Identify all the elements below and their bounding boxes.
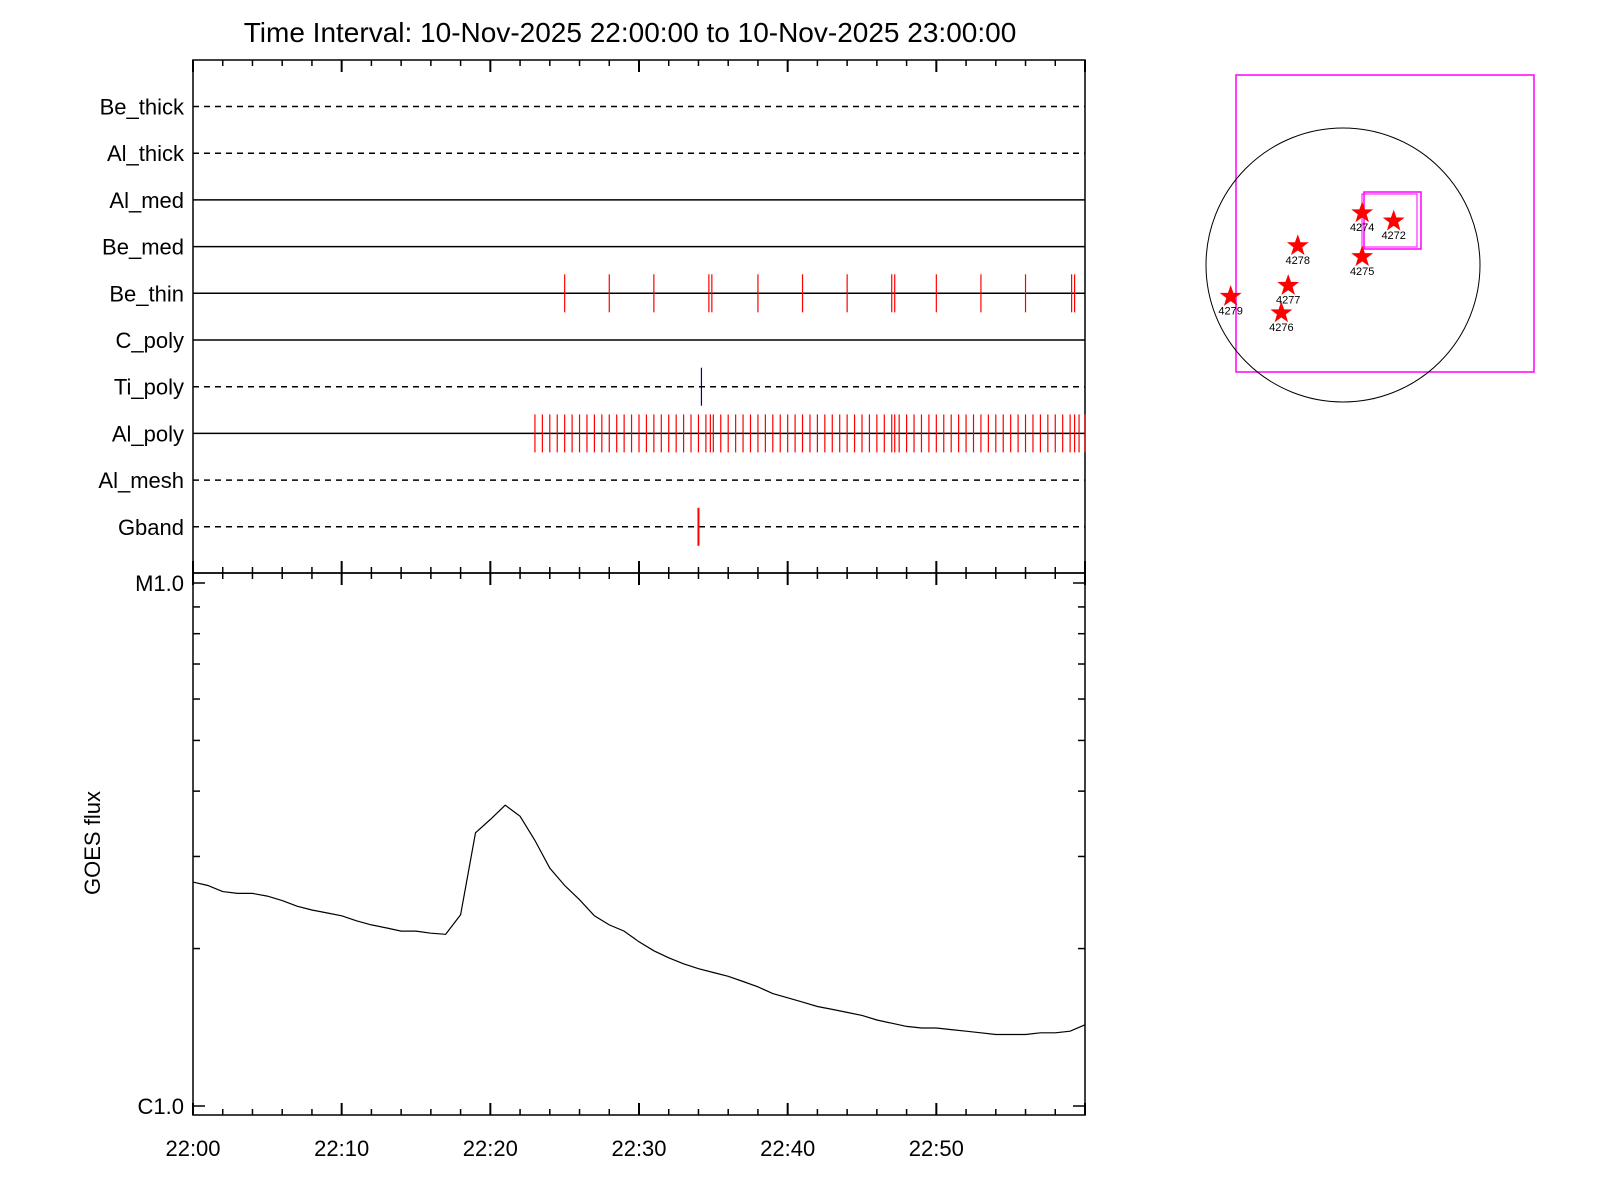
field-of-view-box [1235, 74, 1535, 373]
row-label-al_mesh: Al_mesh [98, 468, 184, 493]
xtick-label: 22:50 [909, 1136, 964, 1161]
row-label-ti_poly: Ti_poly [114, 375, 184, 400]
row-label-al_poly: Al_poly [112, 421, 184, 446]
row-label-al_thick: Al_thick [107, 141, 185, 166]
ytick-label-c1: C1.0 [138, 1094, 184, 1119]
goes-frame [192, 572, 1086, 1116]
active-region-label: 4274 [1350, 222, 1374, 234]
active-region-star [1277, 274, 1300, 295]
xtick-label: 22:20 [463, 1136, 518, 1161]
row-label-c_poly: C_poly [116, 328, 184, 353]
row-label-be_med: Be_med [102, 235, 184, 260]
active-region-star [1351, 245, 1374, 267]
active-region-label: 4278 [1286, 255, 1310, 267]
active-region-star [1351, 201, 1374, 223]
goes-flux-line [192, 804, 1086, 1036]
active-region-star [1382, 209, 1405, 231]
active-region-label: 4272 [1381, 230, 1405, 242]
active-region-label: 4279 [1218, 306, 1242, 318]
active-region-star [1270, 301, 1293, 323]
active-region-star [1219, 284, 1242, 306]
goes-panel: M1.0 C1.0 GOES flux 22:00 22:10 22:20 22:30 22:… [80, 571, 1086, 1161]
active-region-label: 4276 [1269, 322, 1293, 334]
plot-title: Time Interval: 10-Nov-2025 22:00:00 to 1… [244, 17, 1017, 48]
solar-limb [1205, 127, 1481, 403]
row-label-al_med: Al_med [109, 188, 184, 213]
timeline-frame [192, 59, 1086, 574]
active-region-label: 4277 [1276, 295, 1300, 307]
y-axis-label: GOES flux [80, 791, 105, 895]
active-region-star [1286, 234, 1309, 256]
flare-box-inner [1361, 193, 1418, 248]
row-label-be_thick: Be_thick [100, 95, 185, 120]
timeline-panel: Be_thick Al_thick Al_med Be_med Be_thin C_pol… [98, 59, 1086, 574]
flare-box [1363, 191, 1422, 250]
row-label-be_thin: Be_thin [109, 281, 184, 306]
ytick-label-m1: M1.0 [135, 571, 184, 596]
xtick-label: 22:00 [165, 1136, 220, 1161]
xtick-label: 22:30 [611, 1136, 666, 1161]
row-label-gband: Gband [118, 515, 184, 540]
active-region-label: 4275 [1350, 266, 1374, 278]
xtick-label: 22:40 [760, 1136, 815, 1161]
solar-disk-panel: 4272 4274 4275 4278 4277 4276 4279 [1205, 74, 1535, 403]
xtick-label: 22:10 [314, 1136, 369, 1161]
